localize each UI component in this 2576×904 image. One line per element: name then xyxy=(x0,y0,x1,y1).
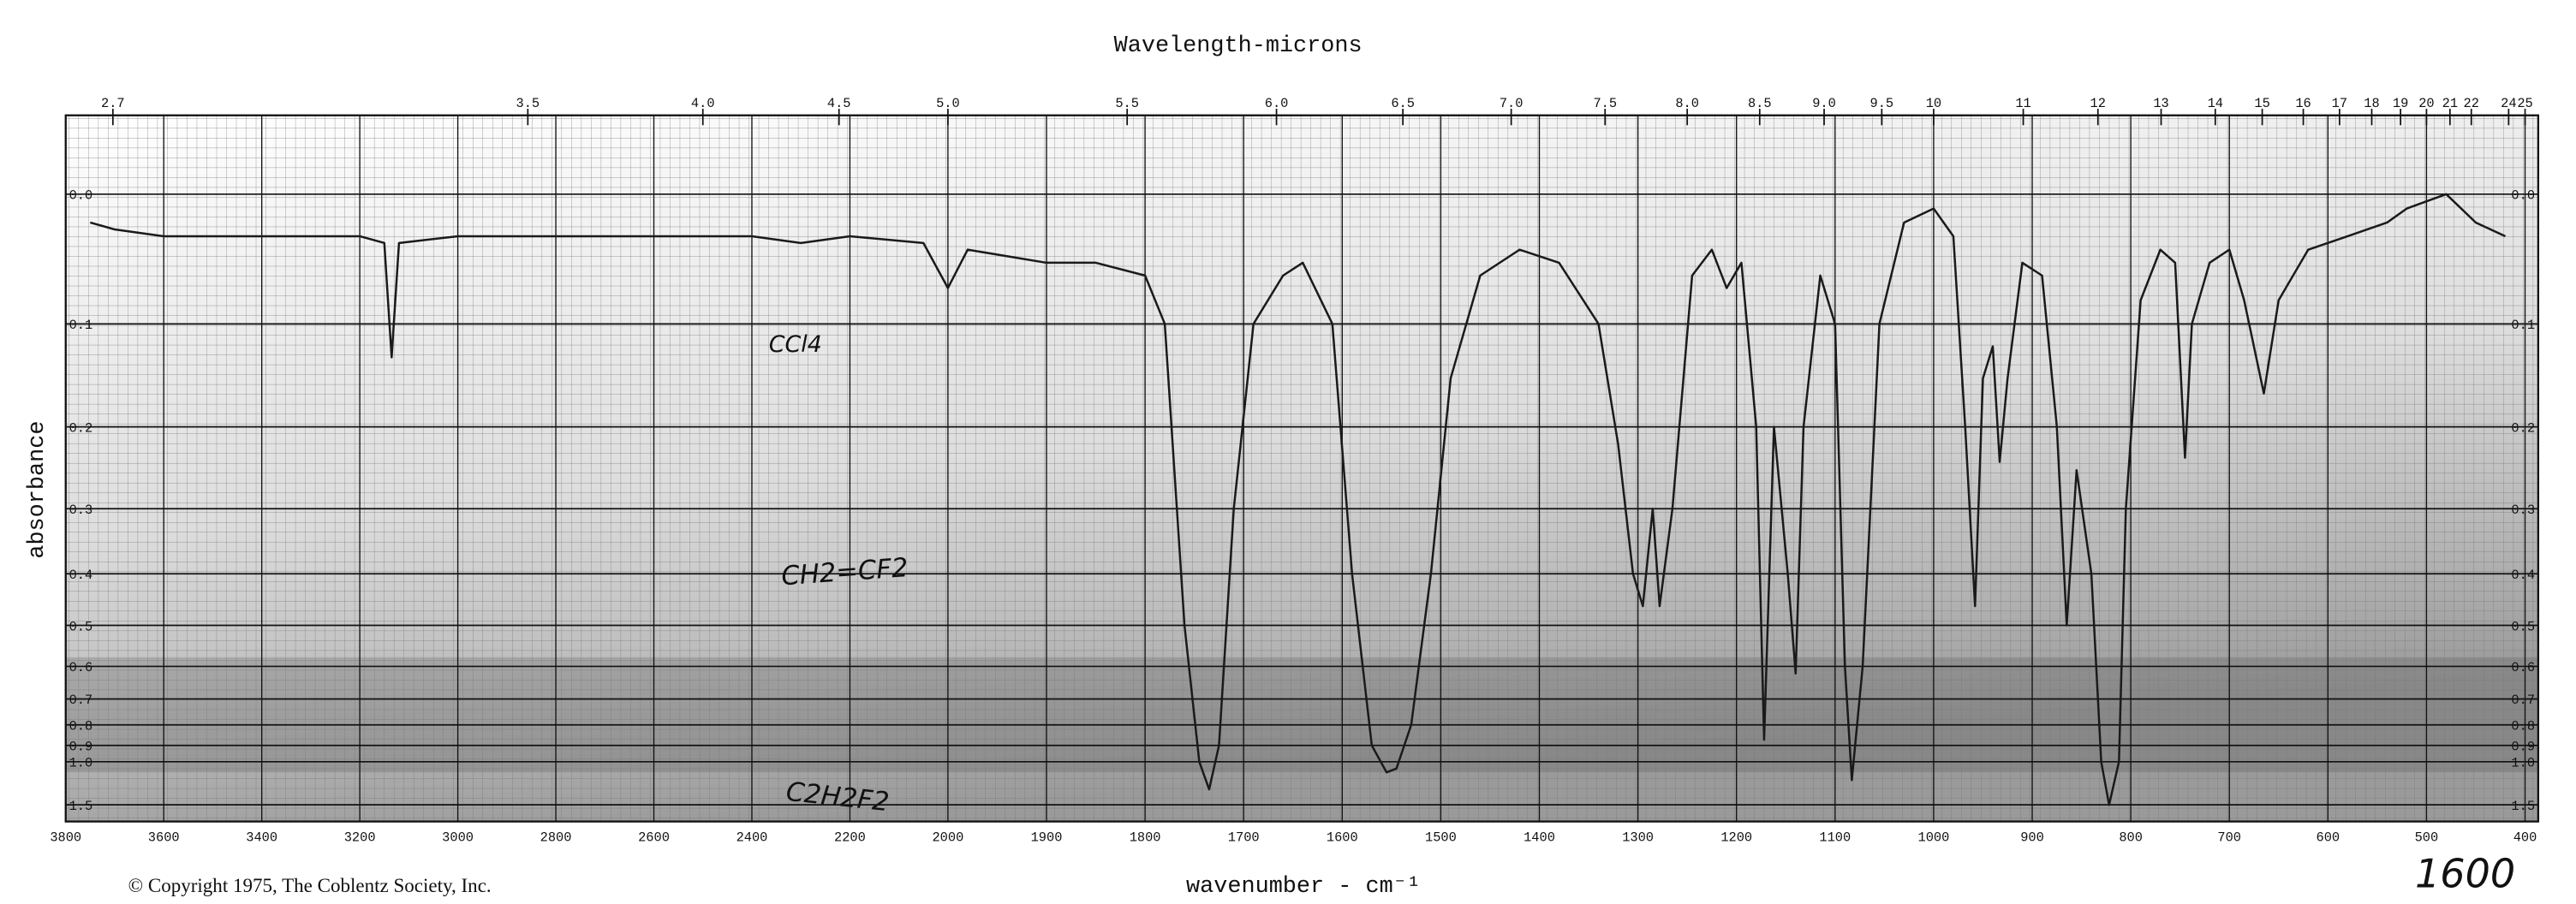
x-tick-label: 1800 xyxy=(1130,830,1161,846)
x2-tick-label: 25 xyxy=(2517,96,2532,111)
x-tick-label: 2000 xyxy=(932,830,963,846)
x-tick-label: 1000 xyxy=(1918,830,1950,846)
x-tick-label: 3400 xyxy=(246,830,277,846)
minor-grid xyxy=(65,115,2538,822)
x-axis-label: wavenumber - cm⁻¹ xyxy=(1186,874,1421,900)
x-tick-label: 1900 xyxy=(1031,830,1063,846)
x2-tick-label: 16 xyxy=(2295,96,2311,111)
y-tick-label: 0.8 xyxy=(69,718,93,734)
y-tick-label: 0.2 xyxy=(2511,420,2535,436)
y-tick-label: 1.5 xyxy=(2511,799,2535,814)
y-tick-label: 0.1 xyxy=(69,318,93,333)
y-tick-label: 1.5 xyxy=(69,799,93,814)
copyright: © Copyright 1975, The Coblentz Society, … xyxy=(128,874,492,896)
x-tick-label: 3800 xyxy=(50,830,81,846)
x-tick-label: 1600 xyxy=(1327,830,1358,846)
y-tick-label: 0.6 xyxy=(2511,660,2535,675)
x-tick-label: 3600 xyxy=(148,830,180,846)
x2-tick-label: 24 xyxy=(2501,96,2516,111)
y-tick-label: 0.1 xyxy=(2511,318,2535,333)
y-tick-label: 0.6 xyxy=(69,660,93,675)
y-tick-label: 0.0 xyxy=(2511,188,2535,204)
x2-tick-label: 8.5 xyxy=(1748,96,1772,111)
x2-tick-label: 17 xyxy=(2332,96,2347,111)
spectrum-line xyxy=(90,193,2507,806)
x-tick-label: 1300 xyxy=(1622,830,1654,846)
y-tick-label: 0.3 xyxy=(2511,503,2535,518)
y-tick-label: 0.5 xyxy=(69,619,93,634)
y-tick-label: 0.7 xyxy=(69,693,93,708)
x-tick-label: 900 xyxy=(2020,830,2044,846)
x-tick-label: 3000 xyxy=(442,830,474,846)
x2-tick-label: 13 xyxy=(2153,96,2168,111)
x-tick-label: 1700 xyxy=(1228,830,1260,846)
x2-tick-label: 3.5 xyxy=(516,96,540,111)
x2-tick-label: 9.5 xyxy=(1870,96,1894,111)
x2-tick-label: 14 xyxy=(2208,96,2223,111)
x2-tick-label: 4.0 xyxy=(691,96,715,111)
annotation: 1600 xyxy=(2415,850,2515,896)
y-tick-label: 0.7 xyxy=(2511,693,2535,708)
y-tick-label: 0.4 xyxy=(69,568,93,583)
annotation: CCl4 xyxy=(769,331,822,358)
x-tick-label: 2400 xyxy=(736,830,768,846)
y-tick-label: 0.3 xyxy=(69,503,93,518)
x-tick-label: 3200 xyxy=(344,830,376,846)
x-tick-label: 2600 xyxy=(638,830,670,846)
x-tick-label: 800 xyxy=(2119,830,2143,846)
y-tick-label: 0.9 xyxy=(69,739,93,754)
x-tick-label: 700 xyxy=(2217,830,2241,846)
y-tick-label: 0.0 xyxy=(69,188,93,204)
x2-tick-label: 21 xyxy=(2442,96,2458,111)
x-tick-label: 1400 xyxy=(1524,830,1555,846)
y-tick-label: 0.2 xyxy=(69,420,93,436)
x2-tick-label: 6.5 xyxy=(1391,96,1415,111)
x2-tick-label: 7.0 xyxy=(1500,96,1524,111)
y-tick-label: 0.9 xyxy=(2511,739,2535,754)
x-tick-label: 1200 xyxy=(1720,830,1752,846)
x2-tick-label: 11 xyxy=(2015,96,2030,111)
x-tick-label: 2800 xyxy=(540,830,572,846)
x2-tick-label: 20 xyxy=(2418,96,2434,111)
y-tick-label: 0.8 xyxy=(2511,718,2535,734)
x2-tick-label: 15 xyxy=(2254,96,2269,111)
x2-tick-label: 2.7 xyxy=(101,96,125,111)
y-tick-label: 1.0 xyxy=(2511,756,2535,771)
x2-tick-label: 7.5 xyxy=(1593,96,1617,111)
x-tick-label: 1100 xyxy=(1819,830,1851,846)
x2-tick-label: 8.0 xyxy=(1675,96,1699,111)
x2-tick-label: 5.5 xyxy=(1115,96,1139,111)
x2-tick-label: 12 xyxy=(2090,96,2106,111)
x-tick-label: 500 xyxy=(2415,830,2439,846)
x-tick-label: 2200 xyxy=(834,830,866,846)
y-tick-label: 0.5 xyxy=(2511,619,2535,634)
y-tick-label: 0.4 xyxy=(2511,568,2535,583)
x2-tick-label: 4.5 xyxy=(827,96,851,111)
x2-tick-label: 9.0 xyxy=(1812,96,1836,111)
y-tick-label: 1.0 xyxy=(69,756,93,771)
x-tick-label: 400 xyxy=(2513,830,2537,846)
x2-tick-label: 19 xyxy=(2393,96,2408,111)
x2-tick-label: 6.0 xyxy=(1265,96,1289,111)
x-tick-label: 1500 xyxy=(1425,830,1457,846)
x-tick-label: 600 xyxy=(2317,830,2340,846)
x2-tick-label: 18 xyxy=(2364,96,2379,111)
chart-title: Wavelength-microns xyxy=(1114,33,1363,59)
y-axis-label: absorbance xyxy=(25,421,51,559)
x2-tick-label: 10 xyxy=(1926,96,1941,111)
x2-tick-label: 5.0 xyxy=(936,96,960,111)
x2-tick-label: 22 xyxy=(2464,96,2479,111)
